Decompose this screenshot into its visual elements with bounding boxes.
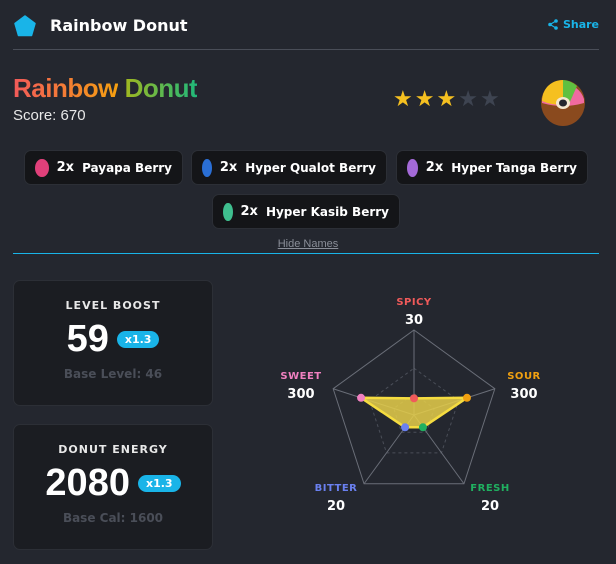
axis-value-spicy: 30 — [405, 313, 423, 328]
axis-value-fresh: 20 — [481, 499, 499, 514]
title-word: Rainbow — [13, 73, 118, 103]
berry-qty: 2x — [240, 204, 258, 219]
flavor-area — [359, 396, 469, 429]
tanga-berry-icon — [407, 158, 418, 177]
berry-qty: 2x — [56, 160, 75, 175]
header-divider — [13, 49, 599, 50]
section-divider — [13, 253, 599, 254]
axis-label-fresh: FRESH — [470, 483, 509, 494]
flavor-point-spicy — [410, 394, 418, 403]
berry-chip: 2x Payapa Berry — [24, 150, 183, 185]
donut-energy-card: DONUT ENERGY 2080 x1.3 Base Cal: 1600 — [13, 424, 213, 550]
axis-label-sour: SOUR — [507, 371, 541, 382]
pentagon-icon — [14, 15, 36, 37]
payapa-berry-icon — [35, 158, 49, 177]
star-filled-icon: ★ — [436, 87, 457, 112]
header-title: Rainbow Donut — [50, 16, 188, 35]
berry-chip: 2x Hyper Kasib Berry — [212, 194, 400, 229]
card-label: DONUT ENERGY — [58, 443, 168, 456]
berry-qty: 2x — [219, 160, 238, 175]
flavor-point-bitter — [401, 423, 410, 432]
share-label: Share — [562, 18, 599, 31]
level-value: 59 — [66, 318, 109, 360]
axis-label-bitter: BITTER — [315, 483, 358, 494]
axis-label-sweet: SWEET — [280, 371, 321, 382]
star-filled-icon: ★ — [414, 87, 435, 112]
berry-name: Hyper Tanga Berry — [451, 160, 577, 175]
base-cal: Base Cal: 1600 — [62, 511, 164, 525]
share-icon — [548, 19, 558, 30]
title-word: Donut — [124, 73, 198, 103]
donut-image — [541, 80, 585, 126]
star-empty-icon: ★ — [479, 87, 500, 112]
star-empty-icon: ★ — [458, 87, 478, 112]
qualot-berry-icon — [202, 158, 212, 177]
flavor-point-fresh — [418, 423, 427, 432]
level-boost-card: LEVEL BOOST 59 x1.3 Base Level: 46 — [13, 280, 213, 406]
berry-name: Hyper Kasib Berry — [265, 204, 389, 219]
rating-stars: ★ ★ ★ ★ ★ — [393, 89, 500, 111]
axis-label-spicy: SPICY — [396, 297, 432, 308]
card-label: LEVEL BOOST — [65, 299, 161, 312]
energy-value: 2080 — [45, 462, 130, 504]
multiplier-badge: x1.3 — [116, 331, 160, 348]
radar-outer-grid — [332, 329, 496, 485]
kasib-berry-icon — [223, 202, 233, 221]
base-level: Base Level: 46 — [63, 367, 163, 381]
axis-value-sweet: 300 — [287, 387, 314, 402]
star-filled-icon: ★ — [393, 87, 413, 112]
berry-chip: 2x Hyper Qualot Berry — [191, 150, 387, 185]
radar-grid — [368, 367, 460, 454]
axis-value-sour: 300 — [510, 387, 537, 402]
axis-value-bitter: 20 — [327, 499, 345, 514]
berry-name: Payapa Berry — [82, 160, 172, 175]
donut-score: Score: 670 — [13, 107, 86, 124]
berry-qty: 2x — [425, 160, 444, 175]
hide-names-link[interactable]: Hide Names — [277, 238, 339, 250]
multiplier-badge: x1.3 — [137, 475, 181, 492]
berry-chip: 2x Hyper Tanga Berry — [396, 150, 588, 185]
donut-title: Rainbow Donut — [13, 73, 198, 104]
flavor-point-sour — [462, 393, 471, 402]
flavor-point-sweet — [357, 393, 366, 402]
berry-name: Hyper Qualot Berry — [245, 160, 376, 175]
share-button[interactable]: Share — [548, 18, 599, 31]
